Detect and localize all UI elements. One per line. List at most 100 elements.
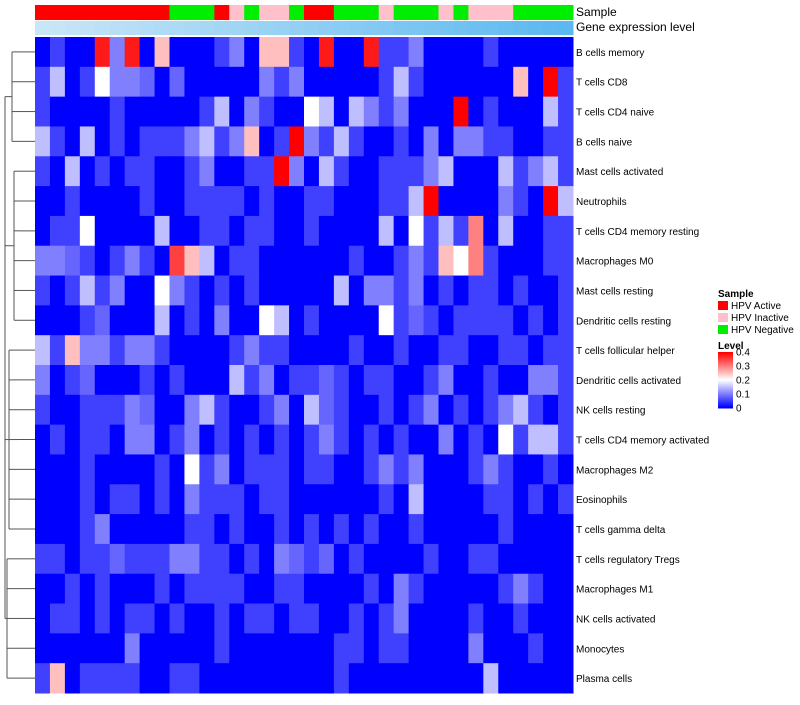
heatmap-cell: [289, 186, 305, 217]
heatmap-cell: [304, 126, 320, 157]
heatmap-cell: [483, 394, 499, 426]
heatmap-cell: [94, 365, 111, 396]
heatmap-cell: [393, 543, 410, 575]
sample-track-cell: [543, 5, 559, 20]
sample-track-cell: [79, 5, 96, 20]
heatmap-cell: [64, 245, 81, 277]
heatmap-cell: [304, 543, 320, 575]
level-bar-step: [718, 406, 733, 408]
heatmap-cell: [274, 543, 290, 575]
heatmap-cell: [274, 663, 290, 694]
heatmap-cell: [35, 335, 51, 366]
heatmap-cell: [423, 245, 439, 277]
heatmap-cell: [483, 424, 499, 455]
heatmap-cell: [528, 573, 544, 605]
sample-track-cell: [49, 5, 66, 20]
heatmap-cell: [94, 96, 111, 127]
level-bar-step: [718, 356, 733, 358]
heatmap-cell: [363, 573, 380, 605]
heatmap-cell: [139, 424, 156, 455]
heatmap-cell: [498, 514, 514, 545]
heatmap-cell: [528, 663, 544, 694]
heatmap-cell: [49, 335, 66, 366]
level-bar-step: [718, 358, 733, 360]
expression-track-cell: [124, 21, 141, 35]
row-label: Dendritic cells activated: [576, 376, 681, 387]
heatmap-cell: [498, 633, 514, 664]
heatmap-cell: [109, 484, 126, 515]
expression-track-cell: [378, 21, 395, 35]
heatmap-cell: [483, 37, 499, 68]
level-bar-step: [718, 379, 733, 381]
row-label: Eosinophils: [576, 495, 627, 506]
heatmap-cell: [558, 573, 574, 605]
sample-track-cell: [318, 5, 335, 20]
heatmap-cell: [94, 215, 111, 247]
heatmap-cell: [49, 37, 66, 68]
sample-track-cell: [304, 5, 320, 20]
heatmap-cell: [214, 126, 230, 157]
heatmap-cell: [274, 573, 290, 605]
heatmap-cell: [423, 156, 439, 187]
heatmap-cell: [199, 305, 215, 336]
heatmap-cell: [94, 454, 111, 485]
heatmap-cell: [94, 275, 111, 306]
heatmap-cell: [94, 186, 111, 217]
heatmap-cell: [35, 365, 51, 396]
level-bar-step: [718, 374, 733, 376]
heatmap-cell: [393, 156, 410, 187]
heatmap-cell: [528, 543, 544, 575]
heatmap-cell: [35, 66, 51, 98]
heatmap-cell: [348, 663, 365, 694]
heatmap-cell: [318, 633, 335, 664]
heatmap-cell: [259, 573, 275, 605]
heatmap-cell: [169, 335, 185, 366]
heatmap-cell: [333, 37, 350, 68]
sample-track-cell: [154, 5, 170, 20]
heatmap-cell: [543, 186, 559, 217]
heatmap-cell: [558, 365, 574, 396]
row-label: Monocytes: [576, 644, 624, 655]
heatmap-cell: [333, 96, 350, 127]
heatmap-cell: [64, 514, 81, 545]
heatmap-cell: [498, 394, 514, 426]
heatmap-cell: [184, 454, 200, 485]
heatmap-cell: [214, 365, 230, 396]
heatmap-cell: [333, 186, 350, 217]
heatmap-cell: [318, 275, 335, 306]
heatmap-cell: [453, 394, 469, 426]
heatmap-cell: [393, 66, 410, 98]
heatmap-cell: [513, 573, 529, 605]
heatmap-cell: [513, 514, 529, 545]
heatmap-cell: [393, 365, 410, 396]
heatmap-cell: [378, 335, 395, 366]
heatmap-cell: [154, 37, 170, 68]
heatmap-cell: [64, 126, 81, 157]
heatmap-cell: [139, 126, 156, 157]
heatmap-cell: [244, 543, 260, 575]
heatmap-cell: [229, 424, 245, 455]
heatmap-cell: [378, 603, 395, 634]
heatmap-cell: [378, 37, 395, 68]
sample-track-label: Sample: [576, 5, 617, 19]
heatmap-cell: [124, 305, 141, 336]
heatmap-cell: [274, 126, 290, 157]
heatmap-cell: [274, 186, 290, 217]
heatmap-cell: [109, 514, 126, 545]
heatmap-cell: [109, 633, 126, 664]
heatmap-cell: [259, 454, 275, 485]
heatmap-cell: [558, 394, 574, 426]
heatmap-cell: [304, 96, 320, 127]
heatmap-cell: [49, 126, 66, 157]
heatmap-cell: [348, 96, 365, 127]
heatmap-cell: [184, 603, 200, 634]
heatmap-cell: [229, 603, 245, 634]
heatmap-cell: [154, 633, 170, 664]
row-label: T cells CD4 memory activated: [576, 436, 709, 447]
heatmap-cell: [94, 663, 111, 694]
heatmap-cell: [378, 245, 395, 277]
heatmap-cell: [423, 275, 439, 306]
heatmap-cell: [109, 424, 126, 455]
heatmap-cell: [483, 633, 499, 664]
sample-track-cell: [214, 5, 230, 20]
